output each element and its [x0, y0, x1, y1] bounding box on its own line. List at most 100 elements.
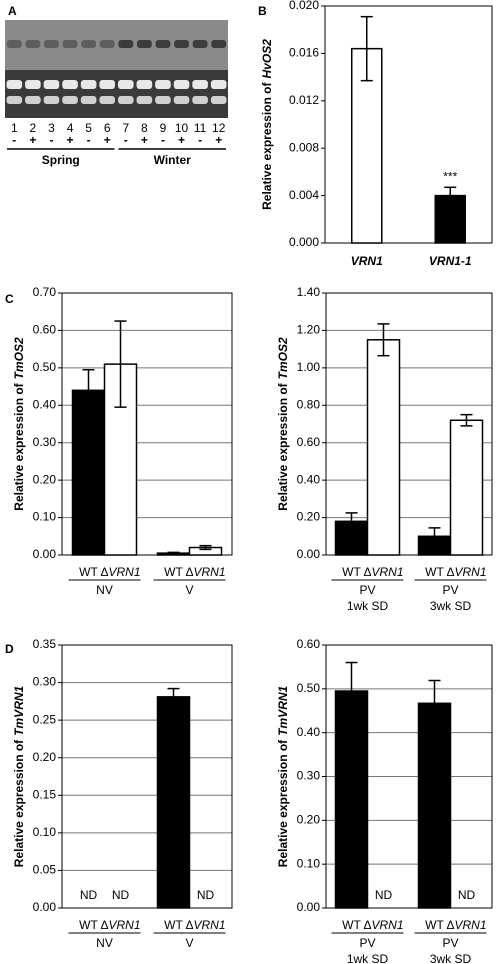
bar [449, 419, 484, 556]
significance: *** [443, 169, 457, 183]
gel-rrna-band [117, 80, 134, 89]
gel-band [118, 40, 134, 48]
y-tick-label: 0.60 [297, 435, 321, 449]
missing-label: ND [375, 888, 393, 902]
gel-rrna-band [117, 96, 134, 104]
gel-rrna-band [173, 96, 190, 104]
y-tick-label: 0.10 [33, 510, 57, 524]
y-axis-title-gene: TmVRN1 [276, 685, 290, 735]
x-tick-label: VRN1-1 [429, 254, 472, 268]
lane-number: 8 [141, 121, 148, 135]
gel-rrna-band [62, 80, 78, 89]
lane-treatment: + [215, 133, 222, 147]
x-tick-label: PV [359, 936, 375, 950]
y-tick-label: 0.00 [297, 547, 321, 561]
series-label: ΔVRN1 [185, 565, 225, 579]
series-label-gene: VRN1 [455, 565, 487, 579]
gel-band [6, 40, 22, 48]
series-label-delta: Δ [100, 918, 108, 932]
plot-frame [325, 292, 493, 556]
lane-treatment: - [124, 133, 128, 147]
lane-number: 1 [11, 121, 18, 135]
series-label: WT [79, 565, 98, 579]
gel-rrna-band [99, 96, 116, 104]
series-label-gene: VRN1 [109, 918, 141, 932]
x-tick-label: V [185, 583, 193, 597]
series-label-delta: Δ [185, 918, 193, 932]
lane-treatment: + [141, 133, 148, 147]
series-label-delta: Δ [446, 565, 454, 579]
bar [334, 690, 369, 909]
gel-rrna-band [155, 96, 171, 104]
series-label-gene: VRN1 [109, 565, 141, 579]
lane-treatment: + [67, 133, 74, 147]
gel-rrna-band [210, 80, 227, 89]
gel-rrna-band [25, 96, 41, 104]
y-axis-title: Relative expression of TmOS2 [12, 337, 26, 511]
y-axis-title-gene: TmOS2 [12, 337, 26, 379]
x-subcategory-label: 1wk SD [347, 599, 389, 613]
y-tick-label: 0.40 [33, 397, 57, 411]
y-tick-label: 1.40 [297, 285, 321, 299]
series-label-gene: VRN1 [372, 565, 404, 579]
gel-band [99, 40, 115, 48]
gel-band [25, 40, 41, 48]
bar [156, 696, 191, 909]
y-tick-label: 0.004 [289, 188, 319, 202]
x-tick-label: PV [359, 583, 375, 597]
y-tick-label: 0.60 [297, 637, 321, 651]
panel-letter: B [258, 4, 267, 18]
series-label-gene: VRN1 [455, 918, 487, 932]
gel-band [155, 40, 171, 48]
x-tick-label: NV [96, 936, 113, 950]
y-tick-label: 0.25 [33, 712, 57, 726]
missing-label: ND [112, 888, 130, 902]
lane-treatment: - [87, 133, 91, 147]
missing-label: ND [80, 888, 98, 902]
gel-rrna-band [6, 96, 23, 104]
lane-number: 10 [175, 121, 189, 135]
y-tick-label: 0.30 [297, 769, 321, 783]
y-tick-label: 0.05 [33, 863, 57, 877]
panel-letter: D [5, 642, 14, 656]
y-tick-label: 0.40 [297, 472, 321, 486]
gel-band [211, 40, 227, 48]
panel-letter: C [5, 292, 14, 306]
x-tick-label: V [185, 936, 193, 950]
group-label: Winter [154, 153, 192, 167]
series-label: ΔVRN1 [100, 565, 140, 579]
y-axis-title-text: Relative expression of [12, 382, 26, 510]
y-tick-label: 0.60 [33, 323, 57, 337]
lane-treatment: - [198, 133, 202, 147]
y-tick-label: 0.00 [33, 900, 57, 914]
lane-number: 5 [85, 121, 92, 135]
gel-rrna-band [136, 96, 153, 104]
y-tick-label: 0.016 [289, 46, 319, 60]
y-tick-label: 0.012 [289, 93, 319, 107]
y-axis-title-text: Relative expression of [276, 739, 290, 867]
y-tick-label: 0.15 [33, 787, 57, 801]
plot-frame [61, 292, 233, 556]
y-axis-title: Relative expression of TmVRN1 [12, 685, 26, 867]
y-tick-label: 0.10 [297, 856, 321, 870]
y-tick-label: 0.50 [33, 360, 57, 374]
x-subcategory-label: 3wk SD [430, 599, 472, 613]
y-tick-label: 0.20 [297, 510, 321, 524]
gel-rrna-band [136, 80, 153, 89]
y-tick-label: 0.35 [33, 637, 57, 651]
y-axis-title-text: Relative expression of [12, 739, 26, 867]
x-subcategory-label: 1wk SD [347, 952, 389, 964]
y-axis-title: Relative expression of TmOS2 [276, 337, 290, 511]
series-label-delta: Δ [100, 565, 108, 579]
gel-band [192, 40, 208, 48]
panel-letter: A [8, 4, 17, 18]
y-tick-label: 0.20 [297, 813, 321, 827]
lane-treatment: - [49, 133, 53, 147]
y-tick-label: 0.000 [289, 235, 319, 249]
plot-frame [325, 644, 493, 909]
bar [417, 702, 452, 909]
gel-rrna-band [80, 80, 97, 89]
series-label-delta: Δ [446, 918, 454, 932]
series-label-gene: VRN1 [194, 918, 226, 932]
